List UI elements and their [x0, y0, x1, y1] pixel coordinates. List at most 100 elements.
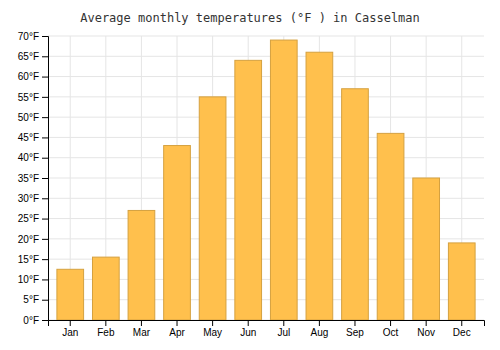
y-tick-label: 55°F — [18, 92, 39, 103]
x-tick-mark — [354, 320, 355, 326]
y-tick: 5°F — [23, 294, 48, 305]
x-tick: Jun — [240, 320, 256, 338]
x-axis: Jan Feb Mar Apr May Jun Jul Aug Sep Oct Nov Dec — [49, 320, 485, 338]
x-tick-mark — [177, 320, 178, 326]
x-tick-label: Apr — [169, 327, 185, 338]
grid-line-y — [48, 137, 484, 138]
y-tick: 20°F — [18, 234, 48, 245]
x-tick-label: Feb — [97, 327, 115, 338]
y-tick-mark — [42, 279, 48, 280]
y-tick-mark — [42, 198, 48, 199]
x-tick-mark — [426, 320, 427, 326]
y-tick: 60°F — [18, 71, 48, 82]
x-tick-label: Oct — [383, 327, 399, 338]
bar — [270, 40, 297, 320]
bar — [377, 133, 404, 320]
x-tick-label: Jul — [277, 327, 290, 338]
x-tick-label: Jan — [62, 327, 78, 338]
x-tick: Nov — [417, 320, 435, 338]
x-tick: Sep — [346, 320, 364, 338]
x-tick-label: Aug — [310, 327, 328, 338]
y-tick-label: 10°F — [18, 274, 39, 285]
x-tick-mark — [390, 320, 391, 326]
x-tick: Oct — [383, 320, 399, 338]
x-axis-line — [49, 321, 485, 327]
x-tick-label: Nov — [417, 327, 435, 338]
y-axis: 0°F 5°F 10°F 15°F 20°F 25°F 30°F 35°F 40°F 45°F 50… — [18, 31, 49, 326]
plot: 0°F 5°F 10°F 15°F 20°F 25°F 30°F 35°F 40°F 45°F 50… — [18, 31, 485, 338]
x-tick-mark — [70, 320, 71, 326]
y-tick-label: 70°F — [18, 31, 39, 42]
y-tick-mark — [42, 300, 48, 301]
x-tick-label: Mar — [133, 327, 151, 338]
y-tick-label: 35°F — [18, 173, 39, 184]
bar — [199, 97, 226, 320]
y-tick-label: 40°F — [18, 152, 39, 163]
x-tick: May — [203, 320, 222, 338]
y-tick: 25°F — [18, 213, 48, 224]
grid-line-y — [48, 76, 484, 77]
grid-line-y — [48, 56, 484, 57]
y-tick: 0°F — [23, 315, 48, 326]
y-tick-mark — [42, 56, 48, 57]
y-tick: 65°F — [18, 51, 48, 62]
x-tick-mark — [141, 320, 142, 326]
x-tick-label: Sep — [346, 327, 364, 338]
x-tick: Dec — [453, 320, 471, 338]
y-tick-label: 45°F — [18, 132, 39, 143]
bars — [57, 40, 475, 320]
y-tick-label: 65°F — [18, 51, 39, 62]
y-tick-mark — [42, 178, 48, 179]
chart-container: 0°F 5°F 10°F 15°F 20°F 25°F 30°F 35°F 40°F 45°F 50… — [0, 0, 500, 350]
y-tick-mark — [42, 117, 48, 118]
x-tick-mark — [283, 320, 284, 326]
y-tick: 35°F — [18, 173, 48, 184]
bar — [448, 243, 475, 320]
bar — [413, 178, 440, 320]
y-tick-label: 60°F — [18, 71, 39, 82]
y-tick-label: 30°F — [18, 193, 39, 204]
y-tick-mark — [42, 77, 48, 78]
y-tick-mark — [42, 36, 48, 37]
x-tick: Apr — [169, 320, 185, 338]
title: Average monthly temperatures (°F ) in Ca… — [80, 11, 420, 25]
y-tick-label: 25°F — [18, 213, 39, 224]
grid-line-y — [48, 157, 484, 158]
grid-line-y — [48, 36, 484, 37]
x-tick-label: May — [203, 327, 222, 338]
y-tick-label: 20°F — [18, 234, 39, 245]
y-tick-mark — [42, 239, 48, 240]
y-tick-label: 50°F — [18, 112, 39, 123]
y-tick: 70°F — [18, 31, 48, 42]
x-tick: Aug — [310, 320, 328, 338]
y-tick-mark — [42, 137, 48, 138]
x-tick-mark — [319, 320, 320, 326]
x-tick-mark — [461, 320, 462, 326]
y-tick: 45°F — [18, 132, 48, 143]
bar — [342, 89, 369, 320]
y-tick: 55°F — [18, 92, 48, 103]
y-tick-label: 15°F — [18, 254, 39, 265]
grid-line-y — [48, 96, 484, 97]
x-tick: Mar — [133, 320, 151, 338]
y-tick-mark — [42, 320, 48, 321]
y-tick: 50°F — [18, 112, 48, 123]
bar — [164, 146, 191, 320]
bar — [235, 60, 262, 320]
y-tick-mark — [42, 158, 48, 159]
x-tick-label: Dec — [453, 327, 471, 338]
y-tick-label: 0°F — [23, 315, 39, 326]
y-tick-mark — [42, 97, 48, 98]
bar — [128, 210, 155, 320]
x-tick: Feb — [97, 320, 115, 338]
x-tick: Jul — [277, 320, 290, 338]
grid-line-y — [48, 117, 484, 118]
y-tick: 15°F — [18, 254, 48, 265]
x-tick: Jan — [62, 320, 78, 338]
bar — [306, 52, 333, 320]
y-tick-label: 5°F — [23, 294, 39, 305]
y-tick: 10°F — [18, 274, 48, 285]
chart-svg: 0°F 5°F 10°F 15°F 20°F 25°F 30°F 35°F 40°F 45°F 50… — [0, 0, 500, 350]
x-tick-mark — [248, 320, 249, 326]
x-tick-mark — [105, 320, 106, 326]
